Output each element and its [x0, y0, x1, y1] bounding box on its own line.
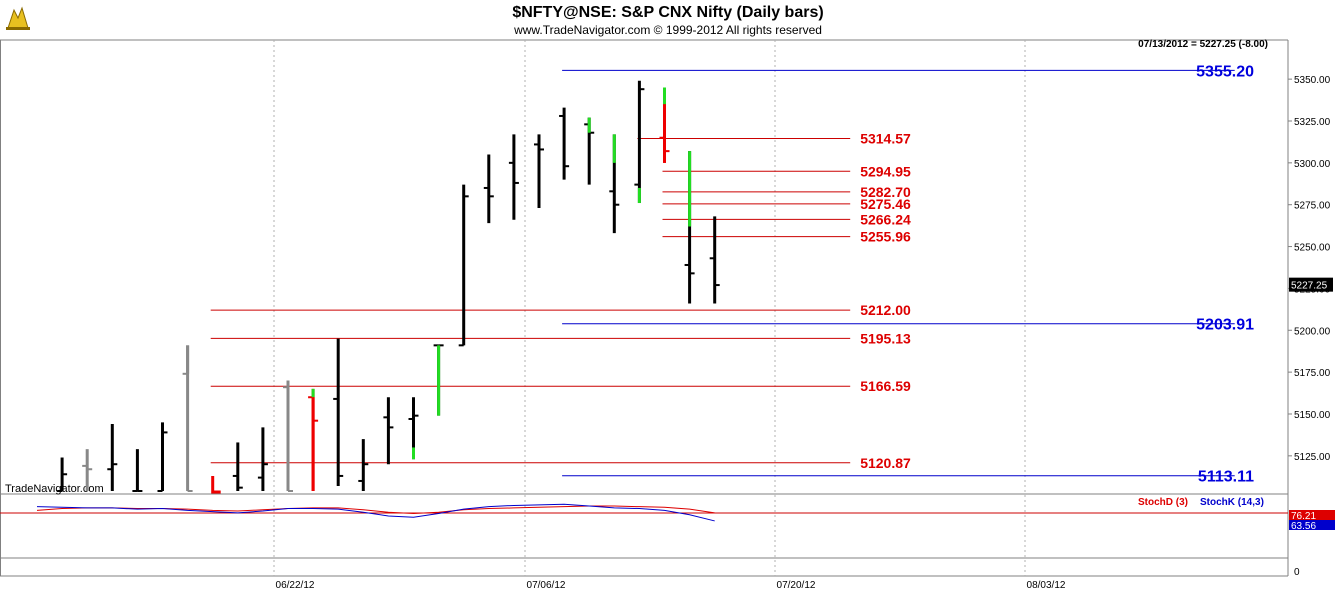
red-level-label: 5212.00: [860, 302, 911, 318]
x-tick-label: 07/20/12: [777, 580, 816, 591]
y-tick-label: 5200.00: [1294, 326, 1331, 337]
red-level-label: 5282.70: [860, 184, 911, 200]
copyright-text: www.TradeNavigator.com © 1999-2012 All r…: [513, 23, 822, 37]
stoch-line: [36, 503, 715, 522]
stochk-value-label: 63.56: [1291, 521, 1316, 532]
stochk-legend: StochK (14,3): [1200, 497, 1264, 508]
red-level-label: 5166.59: [860, 378, 911, 394]
red-level-label: 5314.57: [860, 130, 911, 146]
axis-layer: 06/22/12 07/06/12 07/20/12 08/03/12 5350.00 5…: [276, 75, 1333, 591]
stochd-legend: StochD (3): [1138, 497, 1188, 508]
last-value-box: [1289, 277, 1333, 292]
low-marker: [211, 476, 221, 494]
blue-level-label: 5203.91: [1196, 317, 1254, 334]
trade-navigator-logo: [4, 6, 32, 32]
x-tick-label: 07/06/12: [527, 580, 566, 591]
y-tick-label: 5300.00: [1294, 159, 1331, 170]
x-tick-label: 08/03/12: [1027, 580, 1066, 591]
stochk-value-box: [1289, 520, 1335, 530]
red-level-label: 5195.13: [860, 330, 911, 346]
stoch-y-tick-label: 0: [1294, 567, 1300, 578]
y-tick-label: 5150.00: [1294, 410, 1331, 421]
y-tick-label: 5275.00: [1294, 201, 1331, 212]
chart-title: $NFTY@NSE: S&P CNX Nifty (Daily bars): [512, 4, 823, 21]
y-tick-label: 5325.00: [1294, 117, 1331, 128]
last-value-label: 5227.25: [1291, 281, 1328, 292]
y-tick-label: 5175.00: [1294, 368, 1331, 379]
stochd-value-label: 76.21: [1291, 511, 1316, 522]
bar-layer: [57, 80, 720, 494]
x-tick-label: 06/22/12: [276, 580, 315, 591]
y-tick-label: 5250.00: [1294, 243, 1331, 254]
quote-readout: 07/13/2012 = 5227.25 (-8.00): [1138, 39, 1268, 50]
blue-level-label: 5113.11: [1198, 469, 1254, 486]
grid-layer: [273, 40, 1026, 576]
blue-level-label: 5355.20: [1196, 63, 1254, 80]
red-level-label: 5294.95: [860, 163, 911, 179]
chart-frame: [0, 39, 1289, 577]
red-level-label: 5275.46: [860, 196, 911, 212]
red-level-label: 5255.96: [860, 229, 911, 245]
y-tick-label: 5350.00: [1294, 75, 1331, 86]
stochd-value-box: [1289, 510, 1335, 520]
red-level-label: 5120.87: [860, 455, 911, 471]
watermark: TradeNavigator.com: [5, 483, 104, 495]
stoch-line: [36, 505, 715, 515]
red-level-label: 5266.24: [860, 211, 911, 227]
y-tick-label: 5125.00: [1294, 452, 1331, 463]
